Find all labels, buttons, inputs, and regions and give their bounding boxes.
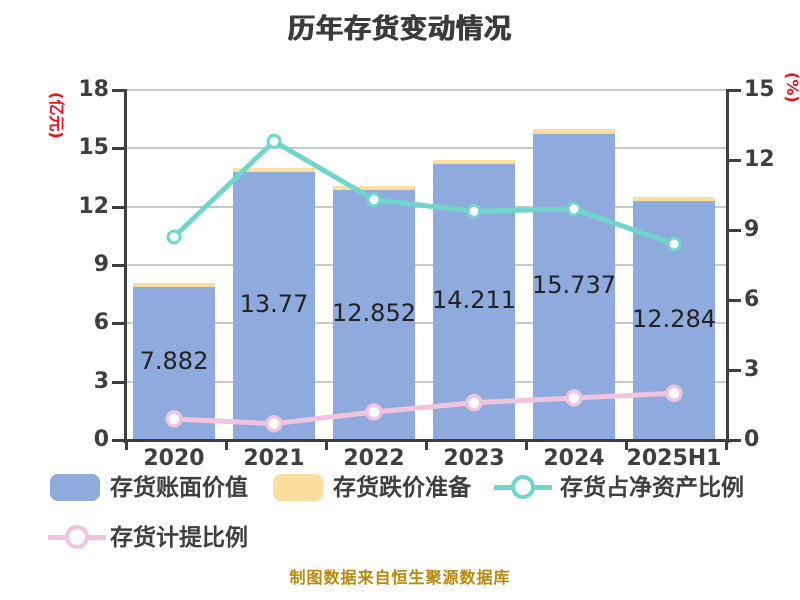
legend-label-book-value: 存货账面价值: [110, 475, 248, 501]
x-tick-3: [425, 442, 428, 450]
bar-2024: [533, 134, 615, 440]
point-存货占净资产比例-2021: [266, 133, 282, 149]
point-存货计提比例-2025H1: [665, 384, 683, 403]
bar-value-2024: 15.737: [532, 271, 616, 299]
left-tick-label-0: 0: [93, 427, 109, 452]
point-存货计提比例-2022: [365, 403, 383, 421]
x-label-2021: 2021: [243, 446, 305, 471]
right-tick-label-9: 9: [744, 217, 760, 242]
left-tick-12: [112, 205, 124, 209]
point-存货计提比例-2023: [465, 393, 483, 412]
left-axis-line: [124, 89, 127, 443]
bar-value-2020: 7.882: [139, 347, 209, 376]
right-tick-label-3: 3: [744, 357, 760, 382]
x-tick-0: [125, 442, 128, 450]
bar-cap-2024: [533, 128, 615, 134]
x-label-2020: 2020: [143, 446, 205, 471]
left-tick-9: [112, 264, 124, 267]
x-tick-5: [625, 442, 628, 450]
left-tick-18: [112, 89, 124, 92]
legend-swatch-book-value: [50, 474, 100, 501]
bar-2022: [333, 190, 415, 440]
gridline-3: [127, 380, 726, 383]
gridline-15: [127, 147, 726, 150]
bar-cap-2020: [133, 282, 215, 287]
point-存货占净资产比例-2025H1: [666, 236, 682, 252]
x-axis-line: [124, 439, 729, 442]
left-tick-label-18: 18: [78, 77, 109, 102]
point-存货占净资产比例-2022: [366, 192, 382, 208]
x-tick-6: [725, 442, 728, 450]
bar-value-2025H1: 12.284: [632, 304, 716, 333]
left-tick-label-3: 3: [93, 368, 109, 394]
legend-label-provision: 存货跌价准备: [333, 475, 471, 501]
gridline-6: [127, 322, 726, 325]
left-tick-label-6: 6: [93, 310, 109, 336]
point-存货计提比例-2020: [165, 410, 183, 428]
point-存货计提比例-2021: [265, 414, 283, 433]
bar-value-2022: 12.852: [332, 299, 416, 328]
bar-cap-2023: [433, 159, 515, 164]
right-tick-label-0: 0: [744, 427, 760, 452]
bar-value-2021: 13.77: [239, 290, 309, 319]
x-tick-4: [525, 442, 528, 450]
left-tick-0: [112, 439, 124, 442]
x-tick-2: [325, 442, 328, 450]
right-tick-6: [729, 299, 741, 302]
right-tick-9: [729, 229, 741, 232]
left-tick-label-15: 15: [78, 135, 109, 161]
right-axis-line: [726, 89, 729, 443]
right-tick-15: [729, 89, 741, 92]
x-tick-1: [225, 442, 228, 450]
x-label-2025H1: 2025H1: [626, 446, 722, 471]
bar-2021: [233, 172, 315, 440]
legend-marker-provision-ratio: [48, 524, 106, 551]
plot-area: 0 3 6 9 12 15 18 0 3 6 9 12 15 2020 2021 2022 2023 2024 20…: [78, 77, 774, 471]
legend-marker-net-asset-ratio: [494, 474, 552, 501]
x-label-2023: 2023: [443, 446, 505, 471]
gridline-9: [127, 264, 726, 266]
legend-swatch-provision: [273, 474, 323, 501]
point-存货占净资产比例-2023: [466, 203, 482, 219]
legend-circle-icon: [65, 525, 89, 549]
gridline-18: [127, 89, 726, 91]
left-tick-15: [112, 147, 124, 151]
right-tick-label-12: 12: [744, 147, 775, 172]
bar-cap-2021: [233, 168, 315, 173]
right-tick-label-15: 15: [744, 77, 775, 102]
bar-cap-2022: [333, 186, 415, 191]
point-存货计提比例-2024: [565, 389, 583, 407]
point-存货占净资产比例-2020: [166, 229, 182, 245]
x-label-2024: 2024: [543, 446, 605, 471]
x-label-2022: 2022: [343, 446, 405, 471]
right-tick-3: [729, 369, 741, 372]
left-tick-3: [112, 380, 124, 384]
line-存货计提比例: [171, 390, 677, 427]
left-tick-label-12: 12: [78, 193, 109, 219]
point-存货占净资产比例-2024: [566, 201, 582, 217]
left-tick-6: [112, 322, 124, 326]
legend-label-provision-ratio: 存货计提比例: [110, 525, 248, 551]
line-series-layer: [165, 133, 683, 433]
left-tick-label-9: 9: [93, 252, 109, 277]
data-source-note: 制图数据来自恒生聚源数据库: [289, 568, 511, 587]
right-tick-12: [729, 159, 741, 162]
legend-circle-icon: [511, 475, 535, 499]
line-存货占净资产比例: [171, 138, 677, 247]
right-tick-0: [729, 439, 741, 442]
legend-label-net-asset-ratio: 存货占净资产比例: [560, 475, 744, 501]
bar-value-2023: 14.211: [432, 285, 516, 314]
chart-title: 历年存货变动情况: [288, 14, 512, 45]
right-tick-label-6: 6: [744, 287, 760, 312]
bar-cap-2025H1: [633, 196, 715, 202]
